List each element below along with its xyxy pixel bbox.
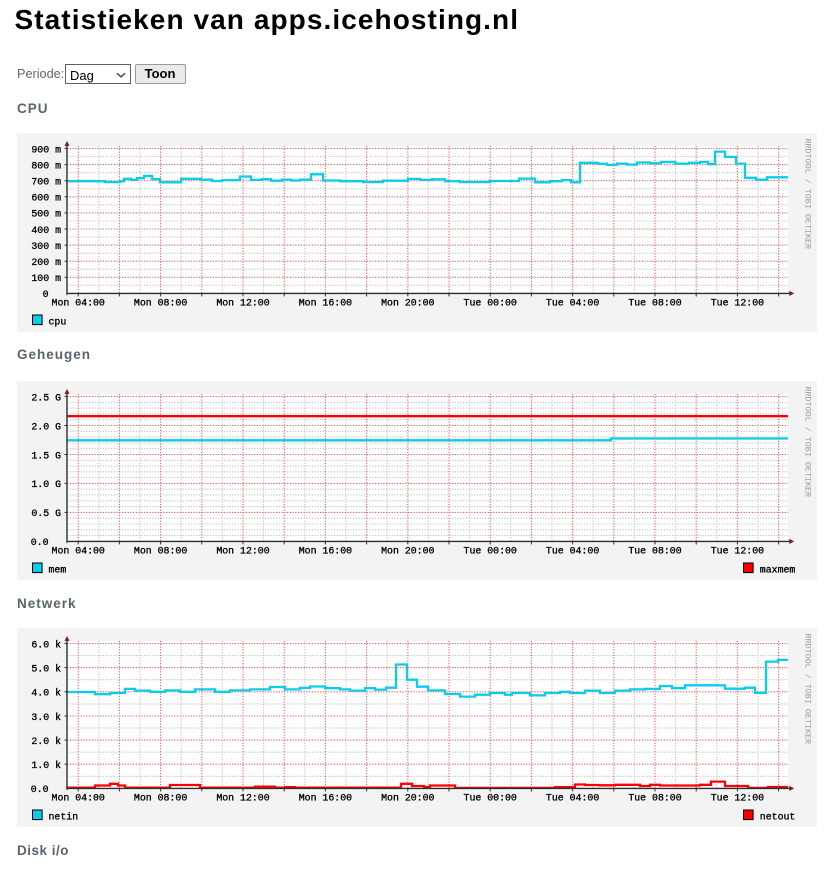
svg-text:1.0 k: 1.0 k bbox=[31, 760, 61, 771]
svg-text:Tue 04:00: Tue 04:00 bbox=[546, 297, 599, 308]
svg-text:700 m: 700 m bbox=[31, 177, 61, 188]
svg-text:Mon 08:00: Mon 08:00 bbox=[134, 792, 187, 803]
svg-text:Mon 20:00: Mon 20:00 bbox=[381, 297, 434, 308]
svg-text:Tue 00:00: Tue 00:00 bbox=[464, 545, 517, 556]
svg-text:Mon 04:00: Mon 04:00 bbox=[52, 545, 105, 556]
svg-text:Mon 20:00: Mon 20:00 bbox=[381, 545, 434, 556]
svg-text:Mon 12:00: Mon 12:00 bbox=[216, 792, 269, 803]
svg-text:netout: netout bbox=[760, 812, 796, 823]
svg-text:0: 0 bbox=[43, 289, 49, 300]
svg-text:1.0 G: 1.0 G bbox=[31, 479, 61, 490]
svg-text:3.0 k: 3.0 k bbox=[31, 712, 61, 723]
svg-text:Mon 16:00: Mon 16:00 bbox=[299, 545, 352, 556]
svg-text:Mon 08:00: Mon 08:00 bbox=[134, 545, 187, 556]
svg-text:Mon 04:00: Mon 04:00 bbox=[52, 792, 105, 803]
svg-text:netin: netin bbox=[49, 812, 79, 823]
svg-text:300 m: 300 m bbox=[31, 241, 61, 252]
svg-text:Mon 16:00: Mon 16:00 bbox=[299, 297, 352, 308]
svg-text:cpu: cpu bbox=[49, 317, 67, 328]
svg-text:Mon 20:00: Mon 20:00 bbox=[381, 792, 434, 803]
svg-text:2.0 k: 2.0 k bbox=[31, 736, 61, 747]
svg-text:1.5 G: 1.5 G bbox=[31, 450, 61, 461]
svg-text:2.0 G: 2.0 G bbox=[31, 421, 61, 432]
svg-text:400 m: 400 m bbox=[31, 225, 61, 236]
svg-text:RRDTOOL / TOBI OETIKER: RRDTOOL / TOBI OETIKER bbox=[803, 387, 813, 498]
svg-text:600 m: 600 m bbox=[31, 193, 61, 204]
svg-text:Tue 12:00: Tue 12:00 bbox=[711, 792, 764, 803]
svg-text:2.5 G: 2.5 G bbox=[31, 392, 61, 403]
svg-text:800 m: 800 m bbox=[31, 160, 61, 171]
svg-text:200 m: 200 m bbox=[31, 257, 61, 268]
svg-text:900 m: 900 m bbox=[31, 144, 61, 155]
svg-text:100 m: 100 m bbox=[31, 273, 61, 284]
svg-text:Tue 12:00: Tue 12:00 bbox=[711, 545, 764, 556]
svg-text:Tue 08:00: Tue 08:00 bbox=[628, 545, 681, 556]
svg-text:Tue 04:00: Tue 04:00 bbox=[546, 545, 599, 556]
svg-text:6.0 k: 6.0 k bbox=[31, 639, 61, 650]
svg-text:0.0: 0.0 bbox=[31, 784, 49, 795]
svg-text:Mon 12:00: Mon 12:00 bbox=[216, 297, 269, 308]
svg-text:Mon 04:00: Mon 04:00 bbox=[52, 297, 105, 308]
svg-text:RRDTOOL / TOBI OETIKER: RRDTOOL / TOBI OETIKER bbox=[803, 139, 813, 250]
svg-text:0.5 G: 0.5 G bbox=[31, 508, 61, 519]
svg-text:mem: mem bbox=[49, 565, 67, 576]
svg-text:Tue 08:00: Tue 08:00 bbox=[628, 792, 681, 803]
svg-text:Tue 08:00: Tue 08:00 bbox=[628, 297, 681, 308]
svg-text:500 m: 500 m bbox=[31, 209, 61, 220]
svg-text:4.0 k: 4.0 k bbox=[31, 688, 61, 699]
svg-text:0.0: 0.0 bbox=[31, 537, 49, 548]
svg-text:Tue 00:00: Tue 00:00 bbox=[464, 792, 517, 803]
svg-text:Tue 04:00: Tue 04:00 bbox=[546, 792, 599, 803]
svg-text:Mon 16:00: Mon 16:00 bbox=[299, 792, 352, 803]
svg-text:Mon 08:00: Mon 08:00 bbox=[134, 297, 187, 308]
svg-text:RRDTOOL / TOBI OETIKER: RRDTOOL / TOBI OETIKER bbox=[803, 634, 813, 745]
svg-text:5.0 k: 5.0 k bbox=[31, 663, 61, 674]
svg-text:Tue 12:00: Tue 12:00 bbox=[711, 297, 764, 308]
svg-text:Tue 00:00: Tue 00:00 bbox=[464, 297, 517, 308]
svg-text:Mon 12:00: Mon 12:00 bbox=[216, 545, 269, 556]
svg-text:maxmem: maxmem bbox=[760, 565, 796, 576]
